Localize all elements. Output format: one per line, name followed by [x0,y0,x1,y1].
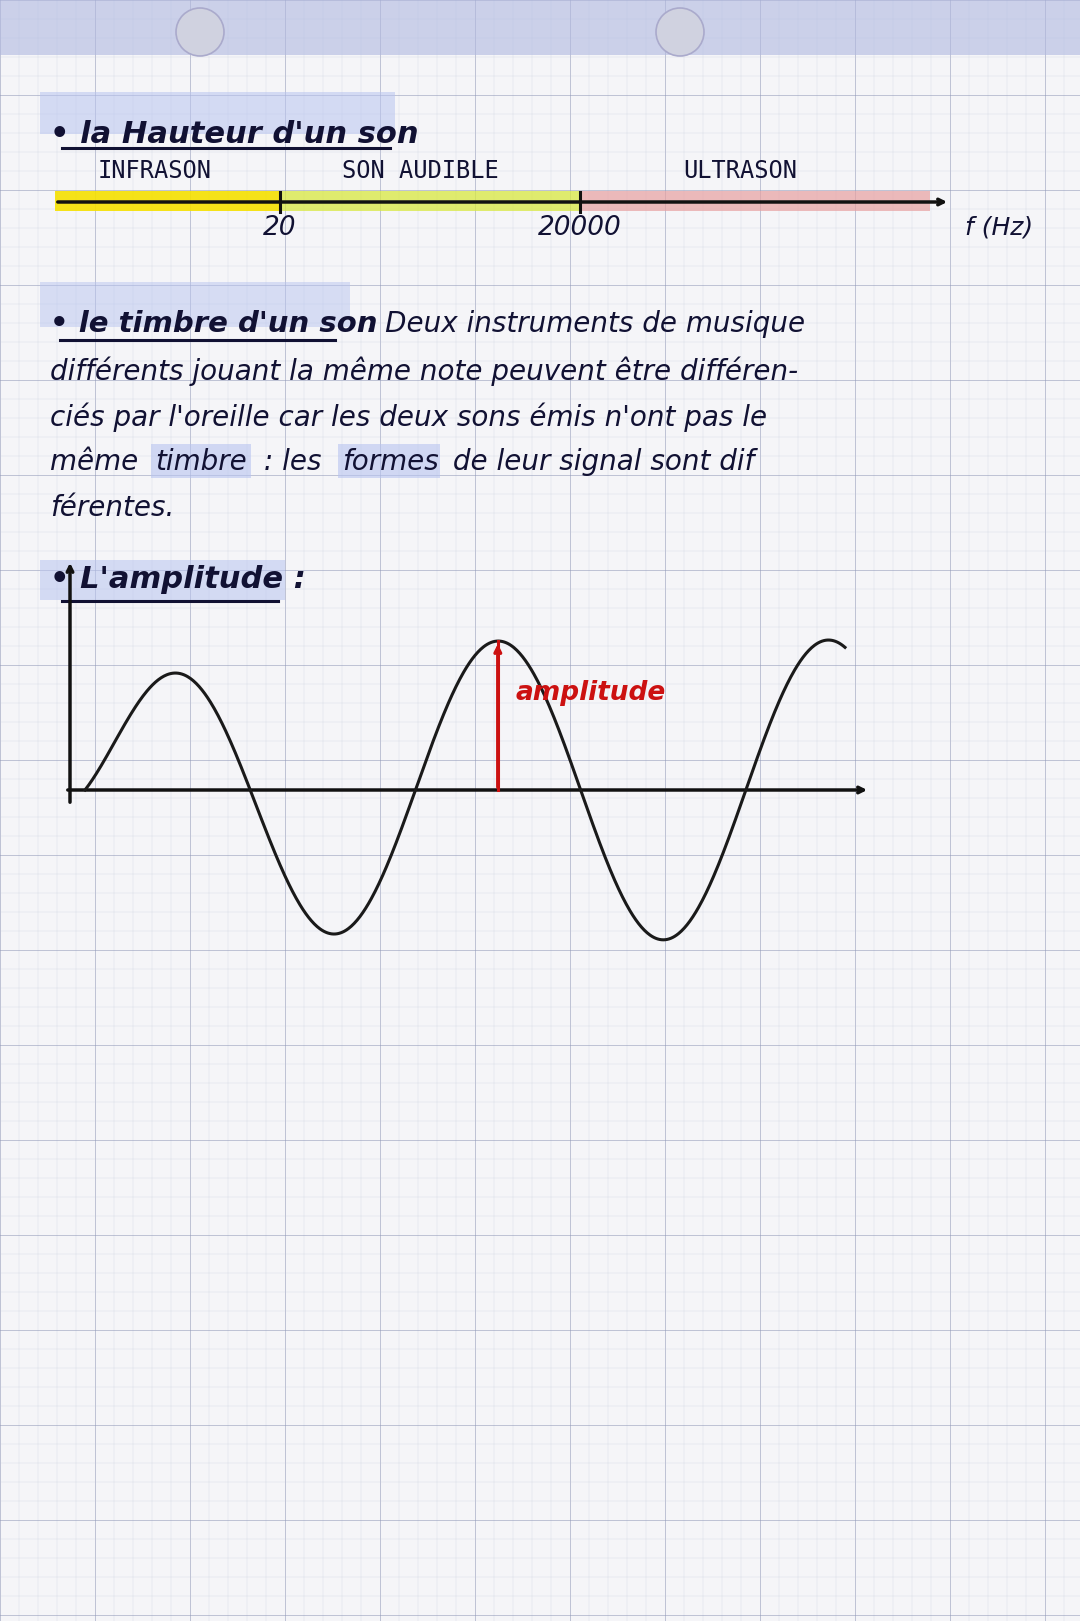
Text: de leur signal sont dif: de leur signal sont dif [444,447,754,477]
Bar [0,0,1080,55]
Bar [40,92,395,135]
Text: formes: formes [342,447,438,477]
Text: férentes.: férentes. [50,494,174,522]
Text: même: même [50,447,147,477]
Bar [40,559,285,600]
Circle shape [176,8,224,57]
Bar [55,191,280,211]
Circle shape [656,8,704,57]
Text: amplitude: amplitude [516,679,666,707]
Text: ciés par l'oreille car les deux sons émis n'ont pas le: ciés par l'oreille car les deux sons émi… [50,402,767,431]
Text: : Deux instruments de musique: : Deux instruments de musique [357,310,805,339]
Text: 20000: 20000 [538,216,622,242]
Bar [40,282,350,327]
Text: ULTRASON: ULTRASON [683,159,797,183]
Text: • L'amplitude :: • L'amplitude : [50,566,306,593]
Text: différents jouant la même note peuvent être différen-: différents jouant la même note peuvent ê… [50,357,798,386]
Text: • la Hauteur d'un son: • la Hauteur d'un son [50,120,419,149]
Text: • le timbre d'un son: • le timbre d'un son [50,310,378,339]
Text: : les: : les [255,447,330,477]
Text: f (Hz): f (Hz) [966,216,1034,240]
Text: 20: 20 [264,216,297,242]
Bar [280,191,580,211]
Bar [338,444,440,478]
Text: SON AUDIBLE: SON AUDIBLE [341,159,498,183]
Bar [151,444,251,478]
Text: INFRASON: INFRASON [98,159,212,183]
Bar [580,191,930,211]
Text: timbre: timbre [156,447,246,477]
